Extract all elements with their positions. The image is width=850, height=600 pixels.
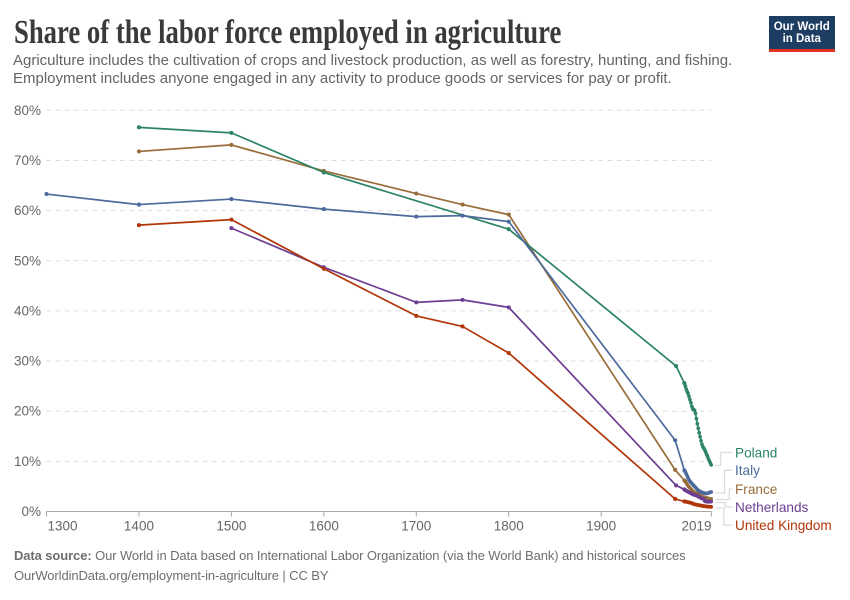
svg-text:1900: 1900	[586, 518, 616, 533]
svg-text:1800: 1800	[494, 518, 524, 533]
svg-text:1400: 1400	[124, 518, 154, 533]
svg-text:1600: 1600	[309, 518, 339, 533]
svg-text:United Kingdom: United Kingdom	[735, 518, 832, 533]
svg-text:Netherlands: Netherlands	[735, 500, 809, 515]
svg-text:1700: 1700	[401, 518, 431, 533]
svg-text:Poland: Poland	[735, 445, 777, 460]
svg-text:10%: 10%	[14, 454, 41, 469]
svg-text:40%: 40%	[14, 303, 41, 318]
svg-text:80%: 80%	[14, 103, 41, 118]
svg-text:20%: 20%	[14, 404, 41, 419]
svg-text:2019: 2019	[681, 518, 711, 533]
svg-text:Italy: Italy	[735, 463, 760, 478]
svg-text:30%: 30%	[14, 354, 41, 369]
svg-text:50%: 50%	[14, 253, 41, 268]
svg-text:0%: 0%	[21, 504, 41, 519]
svg-text:France: France	[735, 482, 777, 497]
svg-text:1300: 1300	[48, 518, 78, 533]
svg-text:1500: 1500	[216, 518, 246, 533]
svg-text:70%: 70%	[14, 153, 41, 168]
svg-text:60%: 60%	[14, 203, 41, 218]
